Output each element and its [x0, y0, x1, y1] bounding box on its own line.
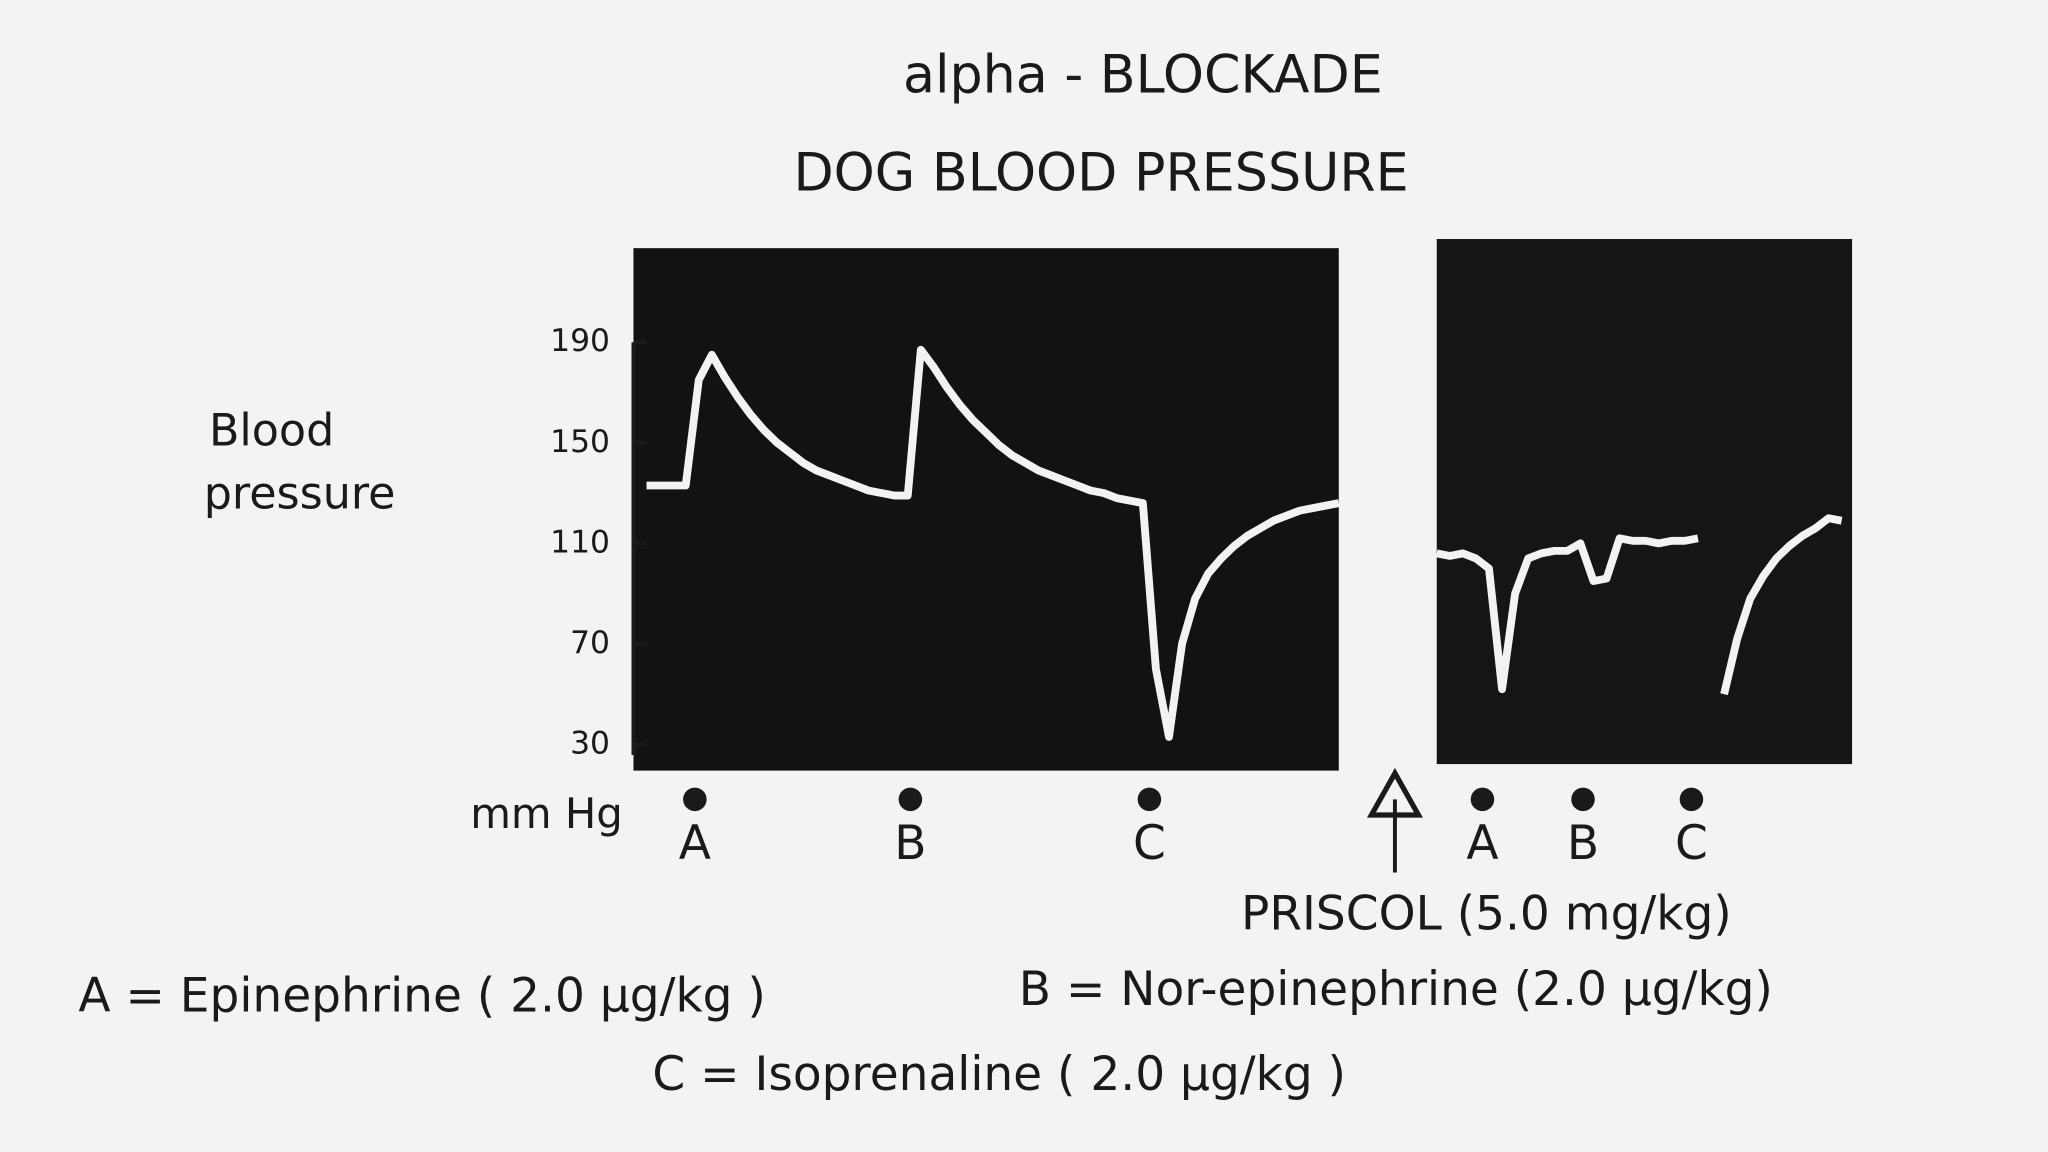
injection-dot	[1571, 787, 1595, 812]
injection-dot	[1470, 787, 1495, 812]
y-tick-label: 150	[550, 424, 610, 460]
injection-dot	[1679, 787, 1704, 812]
injection-dot	[898, 787, 923, 812]
legend-entry: A = Epinephrine ( 2.0 µg/kg )	[78, 969, 765, 1024]
y-tick-label: 190	[550, 323, 610, 359]
injection-label: C	[1133, 816, 1166, 871]
panel-background	[633, 248, 1339, 771]
injection-dot	[683, 787, 707, 812]
subtitle: DOG BLOOD PRESSURE	[793, 143, 1408, 203]
annotation: PRISCOL (5.0 mg/kg)	[1241, 886, 1732, 941]
y-unit: mm Hg	[470, 789, 623, 838]
injection-label: B	[894, 816, 926, 871]
legend-entry: C = Isoprenaline ( 2.0 µg/kg )	[652, 1047, 1346, 1102]
y-tick-label: 70	[570, 625, 610, 661]
injection-dot	[1137, 787, 1162, 812]
y-tick-label: 30	[570, 725, 610, 761]
legend-entry: B = Nor-epinephrine (2.0 µg/kg)	[1019, 962, 1773, 1017]
y-label: pressure	[204, 468, 396, 519]
injection-label: C	[1675, 816, 1708, 871]
title: alpha - BLOCKADE	[903, 45, 1383, 105]
pressure-trace	[646, 345, 1340, 741]
pressure-trace	[1435, 514, 1843, 696]
y-tick-label: 110	[550, 524, 610, 560]
injection-label: B	[1567, 816, 1599, 871]
injection-label: A	[679, 816, 711, 871]
arrow-head	[1366, 767, 1423, 818]
injection-label: A	[1466, 816, 1498, 871]
y-label: Blood	[209, 406, 334, 457]
